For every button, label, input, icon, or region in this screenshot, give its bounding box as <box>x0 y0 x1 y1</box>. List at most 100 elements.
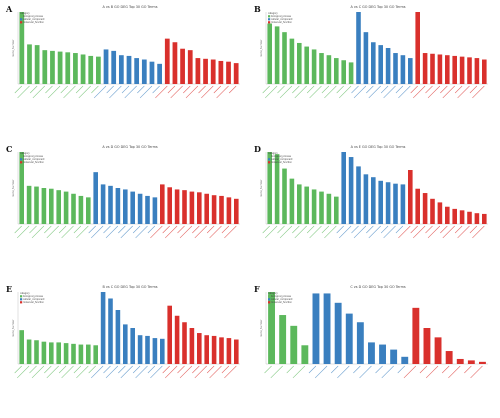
x-tick-label-biological-process <box>48 85 61 99</box>
x-tick-label-molecular-function <box>185 85 199 99</box>
bar-cellular-component <box>141 59 147 84</box>
bar-cellular-component <box>323 293 331 364</box>
x-tick-label-molecular-function <box>165 365 178 379</box>
x-tick-label-cellular-component <box>368 85 381 99</box>
x-tick-label-biological-process <box>75 85 84 94</box>
bar-molecular-function <box>408 170 413 224</box>
x-tick-label-biological-process <box>63 85 76 99</box>
bar-biological-process <box>341 60 346 84</box>
x-tick-label-cellular-component <box>120 365 133 379</box>
bar-molecular-function <box>172 42 178 84</box>
legend-swatch-molecular-function <box>20 21 23 24</box>
x-tick-label-molecular-function <box>427 85 441 99</box>
bar-biological-process <box>319 191 324 224</box>
x-tick-label-cellular-component <box>395 225 404 234</box>
bar-cellular-component <box>152 197 158 224</box>
legend-swatch-cellular-component <box>268 158 271 161</box>
x-tick-label-cellular-component <box>105 365 119 379</box>
bar-cellular-component <box>160 338 165 364</box>
x-tick-label-biological-process <box>29 225 37 234</box>
bar-biological-process <box>304 186 309 224</box>
x-tick-label-biological-process <box>14 365 22 374</box>
x-tick-label-cellular-component <box>147 225 156 234</box>
x-tick-label-cellular-component <box>93 85 107 99</box>
bar-molecular-function <box>197 333 202 364</box>
bar-cellular-component <box>385 48 391 84</box>
x-tick-label-cellular-component <box>359 365 372 379</box>
x-tick-label-biological-process <box>270 365 283 379</box>
x-tick-label-molecular-function <box>413 85 426 99</box>
bar-cellular-component <box>378 180 383 224</box>
panel-letter: F <box>254 284 260 294</box>
x-tick-label-biological-process <box>309 85 322 99</box>
bar-cellular-component <box>100 184 106 224</box>
x-tick-label-molecular-function <box>179 225 193 239</box>
x-tick-label-biological-process <box>45 85 53 94</box>
bar-biological-process <box>297 42 302 84</box>
bar-molecular-function <box>234 339 239 364</box>
x-tick-label-molecular-function <box>442 85 455 99</box>
bar-biological-process <box>71 193 76 224</box>
x-tick-label-molecular-function <box>162 365 170 374</box>
bar-molecular-function <box>226 197 232 224</box>
bar-biological-process <box>326 55 332 84</box>
x-tick-label-molecular-function <box>221 365 230 374</box>
bar-biological-process <box>348 62 354 84</box>
x-tick-label-biological-process <box>306 225 315 234</box>
bar-biological-process <box>19 152 24 224</box>
x-tick-label-biological-process <box>32 85 45 99</box>
bar-molecular-function <box>219 337 224 364</box>
x-tick-label-molecular-function <box>224 225 237 239</box>
bar-biological-process <box>289 38 295 84</box>
x-tick-label-biological-process <box>17 225 30 239</box>
x-tick-label-biological-process <box>91 85 99 94</box>
panel-letter: B <box>254 4 261 14</box>
x-tick-label-biological-process <box>46 365 59 379</box>
x-tick-label-cellular-component <box>383 85 396 99</box>
x-tick-label-biological-process <box>58 365 67 374</box>
x-tick-label-biological-process <box>279 225 293 239</box>
x-tick-label-cellular-component <box>137 85 145 94</box>
bar-cellular-component <box>123 189 128 224</box>
bar-cellular-component <box>408 58 413 84</box>
bar-molecular-function <box>174 189 180 224</box>
bar-biological-process <box>282 168 287 224</box>
bar-molecular-function <box>456 358 464 364</box>
bar-molecular-function <box>187 50 193 84</box>
bar-molecular-function <box>437 202 443 224</box>
bar-biological-process <box>96 56 101 84</box>
bar-cellular-component <box>371 42 376 84</box>
x-tick-label-biological-process <box>61 225 74 239</box>
bar-molecular-function <box>412 307 420 364</box>
bar-biological-process <box>268 292 275 364</box>
x-tick-label-molecular-function <box>470 365 483 379</box>
bar-molecular-function <box>445 351 453 364</box>
x-tick-label-cellular-component <box>366 85 374 94</box>
x-tick-label-molecular-function <box>206 365 215 374</box>
bar-cellular-component <box>118 55 124 84</box>
x-tick-label-biological-process <box>73 365 82 374</box>
x-tick-label-molecular-function <box>150 225 163 239</box>
x-tick-label-biological-process <box>265 85 278 99</box>
x-tick-label-biological-process <box>61 365 74 379</box>
bar-biological-process <box>34 45 40 84</box>
legend-swatch-molecular-function <box>268 21 271 24</box>
bar-molecular-function <box>434 337 442 364</box>
bar-molecular-function <box>203 58 208 84</box>
x-tick-label-cellular-component <box>120 225 133 239</box>
bar-molecular-function <box>219 195 224 224</box>
x-tick-label-cellular-component <box>353 85 367 99</box>
bar-cellular-component <box>134 58 140 84</box>
bar-molecular-function <box>423 328 431 364</box>
bar-cellular-component <box>363 32 369 84</box>
x-tick-label-biological-process <box>58 225 67 234</box>
bar-cellular-component <box>345 313 353 364</box>
chart-panel-a: A A vs B GO DEG Top 30 GO Terms Gene_Numbe… <box>5 4 240 99</box>
bar-cellular-component <box>341 152 346 224</box>
bar-molecular-function <box>210 59 216 84</box>
legend-swatch-biological-process <box>20 15 23 18</box>
bar-molecular-function <box>415 188 420 224</box>
x-tick-label-cellular-component <box>132 365 141 374</box>
chart-title: A vs D GO DEG Top 30 GO Terms <box>102 145 158 149</box>
chart-panel-b: B A vs C GO DEG Top 30 GO Terms Gene_Numbe… <box>254 4 488 99</box>
